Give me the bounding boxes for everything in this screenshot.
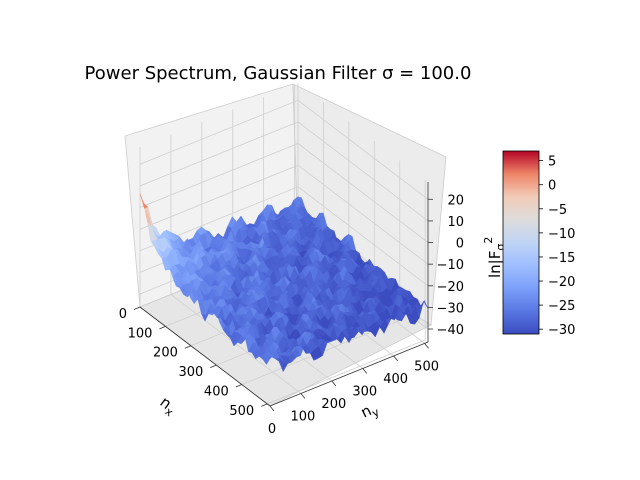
grid-line bbox=[139, 99, 429, 200]
y-tick-mark bbox=[393, 355, 398, 362]
colorbar-tick-label: 5 bbox=[548, 155, 556, 170]
axes-3d bbox=[124, 83, 447, 407]
y-tick-label: 400 bbox=[383, 372, 408, 387]
colorbar-tick-label: −20 bbox=[548, 275, 575, 290]
x-tick-label: 500 bbox=[229, 404, 254, 419]
x-tick-mark bbox=[210, 364, 217, 368]
y-tick-label: 300 bbox=[352, 384, 377, 399]
x-tick-label: 100 bbox=[128, 326, 153, 341]
grid-line bbox=[139, 143, 429, 243]
x-axis-label: nx bbox=[155, 393, 181, 420]
y-tick-mark bbox=[362, 368, 368, 374]
x-tick-label: 300 bbox=[178, 365, 203, 380]
z-tick-label: −20 bbox=[437, 280, 464, 295]
y-tick-mark bbox=[300, 393, 306, 399]
axis-lines bbox=[139, 182, 429, 407]
x-axis-line bbox=[139, 306, 271, 407]
x-tick-mark bbox=[133, 306, 141, 310]
x-tick-mark bbox=[235, 384, 242, 388]
colorbar-tick-label: −15 bbox=[548, 251, 575, 266]
y-tick-label: 500 bbox=[414, 359, 439, 374]
y-axis-line bbox=[269, 341, 429, 407]
z-tick-label: −30 bbox=[437, 301, 464, 316]
y-tick-mark bbox=[424, 343, 429, 349]
colorbar-ticks: −30 −25 −20 −15 −10 −5 0 5 bbox=[539, 155, 575, 338]
x-tick-label: 400 bbox=[204, 384, 229, 399]
grid-line bbox=[267, 339, 426, 405]
y-tick-label: 0 bbox=[268, 422, 276, 437]
surface-patch bbox=[293, 196, 302, 208]
colorbar-tick-label: −25 bbox=[548, 299, 575, 314]
x-tick-mark bbox=[159, 326, 166, 330]
y-tick-label: 100 bbox=[291, 409, 316, 424]
z-axis-ticks: −40 −30 −20 −10 0 10 20 bbox=[428, 193, 464, 338]
z-tick-label: 10 bbox=[447, 215, 464, 230]
z-tick-label: 0 bbox=[456, 237, 464, 252]
colorbar-tick-label: 0 bbox=[548, 179, 556, 194]
colorbar: −30 −25 −20 −15 −10 −5 0 5 bbox=[502, 150, 575, 338]
colorbar-tick-label: −5 bbox=[548, 203, 567, 218]
chart-title: Power Spectrum, Gaussian Filter σ = 100.… bbox=[85, 63, 472, 84]
grid-line bbox=[139, 121, 429, 222]
y-tick-label: 200 bbox=[321, 397, 346, 412]
grid-line bbox=[139, 186, 429, 287]
z-tick-label: 20 bbox=[447, 193, 464, 208]
colorbar-gradient bbox=[502, 150, 540, 335]
x-tick-label: 0 bbox=[119, 307, 127, 322]
colorbar-tick-label: −10 bbox=[548, 227, 575, 242]
colorbar-tick-label: −30 bbox=[548, 323, 575, 338]
y-tick-mark bbox=[331, 380, 337, 387]
z-tick-label: −10 bbox=[437, 258, 464, 273]
surface-plot bbox=[139, 193, 429, 373]
y-axis-ticks: 0 100 200 300 400 500 bbox=[268, 343, 439, 437]
z-axis-label: ln|Fσ2 bbox=[482, 237, 507, 278]
x-tick-mark bbox=[184, 345, 192, 349]
y-tick-mark bbox=[269, 405, 275, 412]
y-axis-label: ny bbox=[358, 398, 382, 424]
z-tick-label: −40 bbox=[437, 323, 464, 338]
grid-line bbox=[139, 164, 429, 265]
x-tick-mark bbox=[261, 403, 268, 407]
x-tick-label: 200 bbox=[153, 346, 178, 361]
